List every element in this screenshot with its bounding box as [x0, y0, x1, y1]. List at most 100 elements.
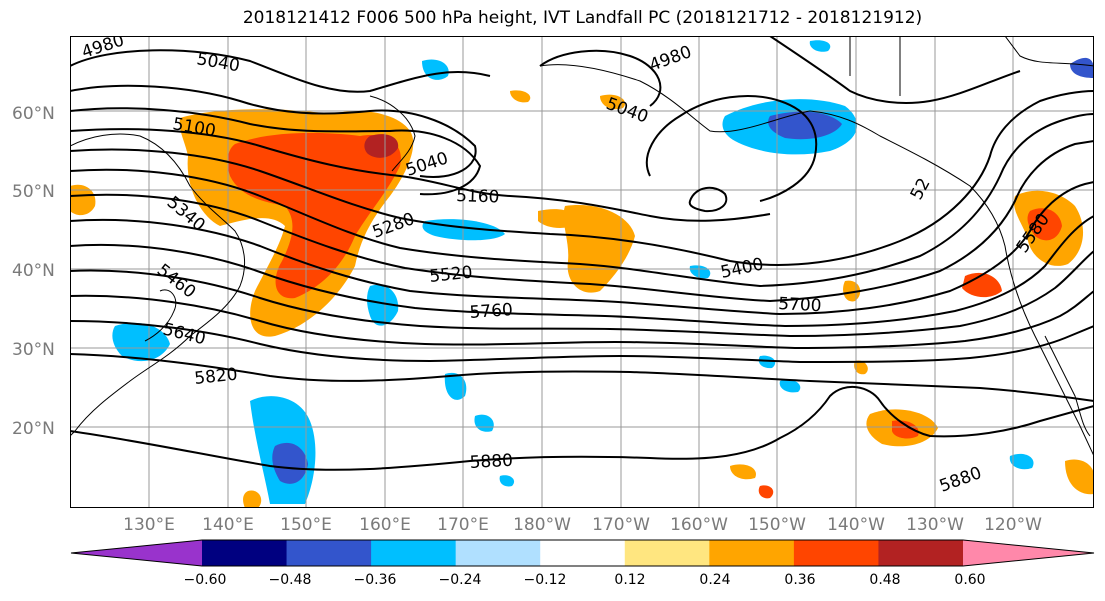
ivt-negative-region: [367, 284, 399, 326]
contour-line: [645, 95, 818, 202]
lon-label-160e: 160°E: [359, 515, 411, 535]
graticule: [70, 36, 1094, 508]
ivt-negative-region: [1009, 453, 1034, 470]
map-title: 2018121412 F006 500 hPa height, IVT Land…: [242, 8, 923, 28]
colorbar-segment: [286, 540, 372, 566]
ivt-positive-region: [730, 464, 756, 480]
colorbar-tick: 0.24: [699, 572, 731, 588]
ivt-negative-region: [422, 59, 449, 80]
ivt-positive-region: [243, 490, 262, 508]
ivt-positive-region: [1027, 208, 1062, 241]
lon-label-170w: 170°W: [592, 515, 650, 535]
contour-label: 5760: [469, 300, 514, 323]
contour-line: [769, 36, 1021, 104]
baja-coastline: [1044, 335, 1091, 437]
colorbar: [70, 539, 1095, 567]
colorbar-segment: [709, 540, 795, 566]
contour-line: [70, 113, 1094, 288]
contour-line: [70, 215, 1094, 328]
ivt-negative-region: [779, 379, 801, 393]
colorbar-tick: −0.48: [268, 572, 312, 588]
contour-label: 5040: [603, 94, 650, 128]
lon-label-140w: 140°W: [827, 515, 885, 535]
ivt-positive-region: [600, 94, 626, 110]
ivt-negative-region: [758, 355, 776, 369]
ivt-positive-region: [563, 205, 635, 293]
colorbar-tick: −0.12: [523, 572, 567, 588]
ivt-negative-region: [689, 265, 711, 279]
ivt-negative-region: [499, 475, 515, 487]
ivt-negative-region: [112, 322, 170, 362]
colorbar-tick: −0.24: [438, 572, 482, 588]
contour-line: [70, 107, 482, 196]
ivt-positive-region: [892, 420, 919, 439]
colorbar-tick: −0.60: [183, 572, 227, 588]
contour-label: 5040: [195, 49, 241, 76]
contour-line: [539, 49, 662, 107]
contour-label: 52: [907, 175, 935, 203]
colorbar-segment: [878, 540, 964, 566]
lon-label-130w: 130°W: [906, 515, 964, 535]
height-contours: [70, 36, 1094, 471]
coastlines: [70, 36, 1094, 457]
map-frame: [70, 36, 1094, 508]
lon-label-150w: 150°W: [748, 515, 806, 535]
asia-coastline: [70, 133, 246, 437]
contour-label: 4980: [79, 36, 126, 63]
colorbar-segment: [624, 540, 710, 566]
contour-line: [70, 320, 1094, 364]
lat-label-30n: 30°N: [12, 340, 55, 360]
contour-line: [70, 290, 1094, 350]
colorbar-tick: 0.48: [869, 572, 901, 588]
colorbar-tick: −0.36: [353, 572, 397, 588]
lat-label-40n: 40°N: [12, 261, 55, 281]
colorbar-segment: [202, 540, 288, 566]
colorbar-segments: [71, 540, 1094, 566]
colorbar-extension-high: [963, 540, 1094, 566]
contour-label: 5280: [370, 209, 417, 243]
ivt-positive-region: [1065, 459, 1094, 495]
japan-coastline: [144, 289, 177, 342]
lon-label-170e: 170°E: [437, 515, 489, 535]
colorbar-segment: [540, 540, 626, 566]
contour-line: [70, 181, 1094, 316]
ivt-positive-region: [962, 272, 1002, 298]
kamchatka-coastline: [369, 95, 416, 172]
contour-label: 5880: [469, 451, 513, 473]
colorbar-tick: 0.60: [954, 572, 986, 588]
contour-line: [70, 128, 771, 222]
lat-label-20n: 20°N: [12, 419, 55, 439]
colorbar-segment: [793, 540, 879, 566]
ivt-negative-region: [1070, 57, 1094, 78]
lon-label-140e: 140°E: [202, 515, 254, 535]
contour-line: [70, 353, 1094, 402]
lon-label-180w: 180°W: [513, 515, 571, 535]
colorbar-outline: [70, 539, 1095, 567]
map-panel: 4980 5040 5100 5040 5040 4980 5160 5280 …: [70, 36, 1094, 508]
ivt-shading: [70, 40, 1094, 508]
ivt-negative-region: [474, 414, 494, 432]
contour-label: 4980: [647, 42, 694, 76]
colorbar-extension-low: [71, 540, 202, 566]
ivt-positive-region: [854, 360, 868, 375]
contour-line: [70, 250, 1094, 338]
lat-label-60n: 60°N: [12, 104, 55, 124]
ivt-positive-region: [758, 485, 774, 499]
lon-label-160w: 160°W: [670, 515, 728, 535]
colorbar-tick: 0.36: [784, 572, 816, 588]
ivt-negative-region: [444, 372, 467, 400]
lon-label-130e: 130°E: [123, 515, 175, 535]
contour-line: [70, 84, 477, 178]
contour-line: [70, 90, 1094, 266]
contour-line: [688, 186, 728, 213]
contour-label: 5820: [193, 365, 238, 389]
ivt-negative-region: [809, 40, 831, 52]
lon-label-150e: 150°E: [280, 515, 332, 535]
ivt-positive-region: [364, 134, 399, 158]
colorbar-segment: [371, 540, 457, 566]
contour-label: 5160: [456, 186, 500, 207]
ivt-negative-region: [768, 111, 842, 140]
contour-label: 5460: [153, 260, 199, 302]
ivt-negative-region: [272, 442, 308, 484]
contour-line: [70, 385, 1094, 471]
